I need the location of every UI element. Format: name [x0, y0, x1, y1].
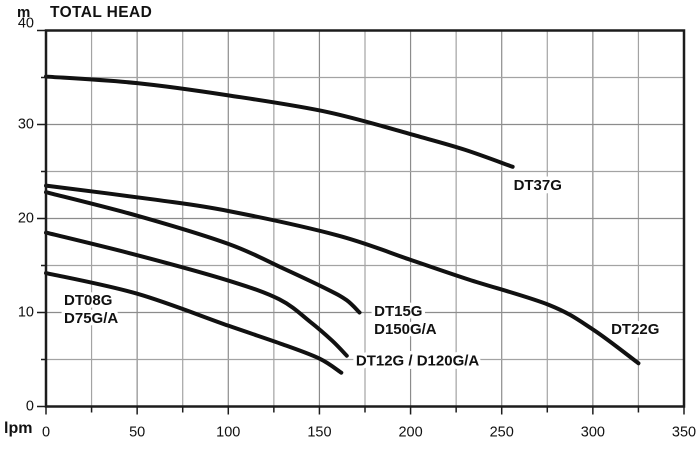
y-tick-label: 30 — [18, 117, 34, 133]
gridlines — [46, 30, 684, 407]
x-tick-label: 350 — [672, 425, 696, 441]
x-tick-label: 200 — [398, 425, 422, 441]
curve-dt15g — [44, 190, 362, 315]
curve-dt37g — [44, 74, 515, 169]
curve-label-dt08g: DT08G — [64, 292, 112, 309]
chart-title: TOTAL HEAD — [50, 4, 153, 21]
y-axis-unit-label: m — [17, 4, 31, 21]
x-tick-label: 300 — [581, 425, 605, 441]
pump-curves — [44, 74, 641, 375]
curve-label-dt15g: D150G/A — [374, 321, 437, 338]
curve-label-dt08g: D75G/A — [64, 310, 118, 327]
y-tick-label: 0 — [26, 399, 34, 415]
curve-label-dt37g: DT37G — [514, 177, 562, 194]
curve-dt22g — [44, 183, 641, 366]
x-tick-label: 250 — [490, 425, 514, 441]
x-axis-unit-label: lpm — [4, 420, 33, 437]
y-tick-label: 20 — [18, 211, 34, 227]
curve-dt08g — [44, 271, 344, 375]
curve-label-dt15g: DT15G — [374, 303, 422, 320]
curve-label-dt12g: DT12G / D120G/A — [356, 352, 480, 369]
plot-border — [44, 29, 686, 408]
x-tick-label: 0 — [42, 425, 50, 441]
x-tick-label: 50 — [129, 425, 145, 441]
x-tick-label: 150 — [307, 425, 331, 441]
y-tick-label: 10 — [18, 305, 34, 321]
y-tick-label: 40 — [18, 16, 34, 32]
x-tick-label: 100 — [216, 425, 240, 441]
curve-label-dt22g: DT22G — [611, 321, 659, 338]
curve-dt12g — [44, 230, 349, 358]
axes-ticks: 0 50 100 150 200 250 300 350 0 10 20 30 40 — [18, 16, 696, 441]
